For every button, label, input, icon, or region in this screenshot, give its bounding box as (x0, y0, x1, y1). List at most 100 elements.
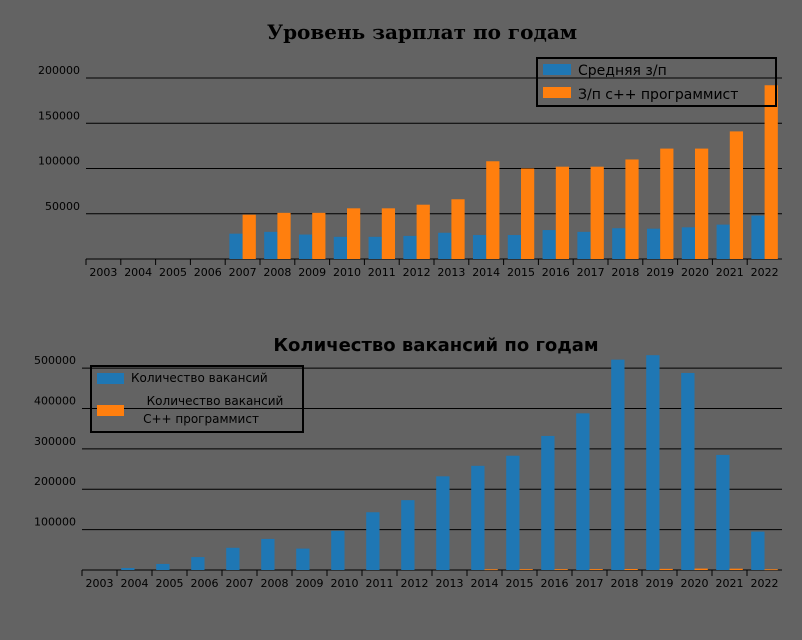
chart1-xtick-label: 2010 (333, 266, 361, 279)
chart1-xtick-label: 2015 (507, 266, 535, 279)
chart1-bar-blue (646, 228, 661, 259)
chart1-xtick-label: 2008 (263, 266, 291, 279)
chart1-ytick-label: 200000 (38, 64, 80, 77)
chart2-bar-blue (681, 372, 695, 570)
chart2-xtick-label: 2015 (506, 577, 534, 590)
chart1-xtick-label: 2012 (403, 266, 431, 279)
chart2-bar-orange (729, 568, 743, 570)
chart1-bar-blue (472, 235, 487, 259)
chart1-legend-swatch-blue (543, 64, 571, 75)
chart1-xtick-label: 2020 (681, 266, 709, 279)
chart1-xtick-label: 2016 (542, 266, 570, 279)
chart1-legend-label: Средняя з/п (578, 63, 667, 79)
chart2-xtick-label: 2010 (331, 577, 359, 590)
chart1-xtick-label: 2009 (298, 266, 326, 279)
chart1-xtick-label: 2018 (611, 266, 639, 279)
chart2-ytick-label: 300000 (34, 435, 76, 448)
chart2-xtick-label: 2021 (716, 577, 744, 590)
chart1-bar-orange (277, 212, 291, 259)
chart1-bar-blue (438, 232, 452, 259)
chart2-ytick-label: 100000 (34, 516, 76, 529)
chart1-bar-blue (229, 233, 243, 259)
chart1-legend-label: З/п с++ программист (578, 87, 738, 103)
chart2-legend: Количество вакансий Количество вакансий С+… (90, 365, 304, 433)
chart1-xtick-label: 2021 (716, 266, 744, 279)
chart2-bar-blue (506, 455, 520, 570)
chart2-legend-swatch-orange (97, 405, 124, 416)
chart1-bar-blue (612, 228, 626, 259)
chart2-bar-blue (541, 435, 555, 570)
chart2-bar-blue (611, 359, 625, 570)
chart2-xtick-label: 2022 (751, 577, 779, 590)
chart1-bar-blue (264, 231, 278, 259)
chart2-bar-orange (659, 568, 673, 570)
chart1-bar-orange (660, 148, 674, 259)
chart2-bar-blue (716, 454, 730, 570)
chart2-bar-blue (261, 538, 275, 570)
chart2-bar-blue (191, 557, 205, 570)
chart1-bar-orange (695, 148, 709, 259)
chart2-xtick-label: 2004 (121, 577, 149, 590)
chart1-bar-orange (521, 168, 535, 259)
chart1-bar-orange (347, 208, 361, 259)
chart1-xtick-label: 2005 (159, 266, 187, 279)
chart2-xtick-label: 2013 (436, 577, 464, 590)
chart1-bar-orange (486, 161, 500, 259)
chart2-xtick-label: 2017 (576, 577, 604, 590)
chart2-bar-blue (296, 548, 310, 570)
chart1-title: Уровень зарплат по годам (267, 20, 577, 44)
chart2-xtick-label: 2003 (86, 577, 114, 590)
chart1-bar-blue (507, 235, 521, 259)
chart2-ytick-label: 500000 (34, 354, 76, 367)
chart1-legend-box (536, 57, 777, 107)
chart2-xtick-label: 2019 (646, 577, 674, 590)
chart2-bar-blue (401, 500, 415, 570)
chart1-bar-orange (416, 204, 430, 259)
chart1-bar-orange (242, 214, 256, 259)
chart1-bar-orange (625, 159, 639, 259)
chart2-title: Количество вакансий по годам (273, 335, 598, 356)
chart2-bar-blue (331, 530, 345, 570)
chart2-legend-label: Количество вакансий (131, 371, 268, 385)
chart1-xtick-label: 2006 (194, 266, 222, 279)
chart2-legend-label: С++ программист (143, 412, 259, 426)
chart1-bar-blue (681, 227, 695, 259)
chart2-xtick-label: 2005 (156, 577, 184, 590)
chart2-legend-label: Количество вакансий (147, 394, 284, 408)
chart1-ytick-label: 150000 (38, 109, 80, 122)
chart1-xtick-label: 2003 (89, 266, 117, 279)
chart2-xtick-label: 2007 (226, 577, 254, 590)
chart2-bar-blue (471, 465, 485, 570)
chart2-xtick-label: 2012 (401, 577, 429, 590)
chart1-bar-orange (555, 166, 570, 259)
chart1-ytick-label: 50000 (45, 200, 80, 213)
chart1-bar-orange (764, 85, 778, 260)
chart1-xtick-label: 2013 (437, 266, 465, 279)
chart2-ytick-label: 400000 (34, 394, 76, 407)
chart1-bar-orange (312, 212, 326, 259)
chart1-bar-blue (542, 230, 556, 259)
chart1-bar-blue (333, 236, 347, 259)
chart2-ytick-label: 200000 (34, 475, 76, 488)
chart2-bar-orange (624, 568, 638, 570)
chart2-plot: 100000 200000 300000 400000 500000 2003 2004 20… (34, 354, 782, 590)
chart1-bar-orange (729, 131, 744, 259)
chart2-bar-orange (554, 569, 568, 570)
chart1-bar-blue (577, 231, 591, 259)
chart2-xtick-label: 2008 (261, 577, 289, 590)
chart1-legend-swatch-orange (543, 87, 571, 98)
chart2-bar-orange (519, 569, 533, 570)
chart1-bar-orange (451, 199, 465, 259)
chart1-ytick-label: 100000 (38, 155, 80, 168)
chart2-bar-blue (646, 355, 660, 570)
chart2-xtick-label: 2009 (296, 577, 324, 590)
chart2-xtick-label: 2016 (541, 577, 569, 590)
chart2-bar-orange (484, 569, 498, 571)
chart2-bar-blue (576, 413, 590, 570)
chart1-xtick-label: 2011 (368, 266, 396, 279)
chart2-bar-blue (751, 531, 765, 570)
chart1-bar-orange (381, 208, 396, 259)
chart1-bar-blue (751, 215, 765, 259)
chart2-xtick-label: 2014 (471, 577, 499, 590)
